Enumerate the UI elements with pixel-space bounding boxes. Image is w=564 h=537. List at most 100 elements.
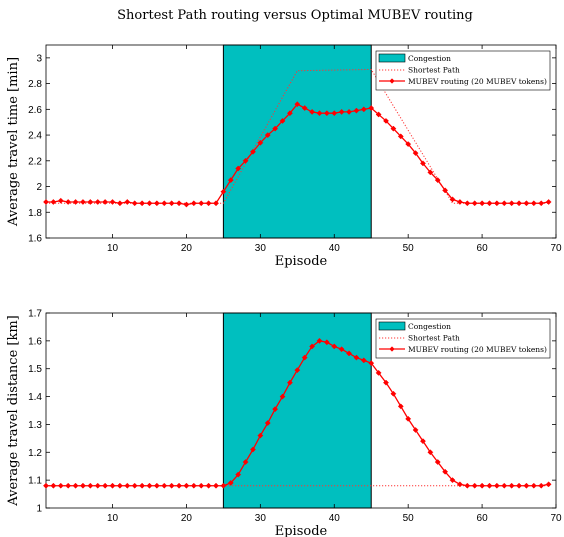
mubev-point <box>456 199 463 205</box>
mubev-point <box>523 200 530 207</box>
mubev-point <box>464 482 471 489</box>
mubev-point <box>397 403 404 410</box>
mubev-point <box>412 427 419 433</box>
mubev-point <box>346 350 352 357</box>
mubev-point <box>235 471 242 478</box>
y-tick-label: 1.1 <box>28 476 42 487</box>
y-tick-label: 1.6 <box>28 234 42 245</box>
legend: Congestion Shortest Path MUBEV routing (20… <box>375 50 551 91</box>
mubev-point <box>360 357 367 364</box>
mubev-point <box>109 199 116 205</box>
x-tick-label: 10 <box>107 243 119 254</box>
x-tick-label: 50 <box>403 513 415 524</box>
mubev-point <box>43 199 49 205</box>
y-tick-label: 1.5 <box>28 364 42 375</box>
mubev-point <box>198 482 205 489</box>
mubev-point <box>146 482 153 489</box>
mubev-point <box>65 199 72 205</box>
x-axis-label: Episode <box>275 254 328 269</box>
mubev-point <box>390 125 397 132</box>
legend-entry-1: Congestion <box>408 54 451 63</box>
mubev-point <box>257 432 264 439</box>
legend-entry-2: Shortest Path <box>408 66 460 75</box>
mubev-point <box>338 108 345 115</box>
axes-box <box>45 312 557 509</box>
mubev-point <box>50 199 57 205</box>
mubev-point <box>501 482 508 489</box>
x-tick-label: 70 <box>550 513 562 524</box>
mubev-point <box>449 196 456 203</box>
mubev-point <box>486 200 493 207</box>
mubev-point <box>427 169 434 176</box>
x-tick-label: 10 <box>107 513 119 524</box>
mubev-point <box>153 482 160 489</box>
mubev-point <box>190 482 197 489</box>
congestion-band <box>222 312 372 509</box>
mubev-point <box>301 354 308 361</box>
mubev-point <box>272 406 279 413</box>
mubev-point <box>486 482 493 489</box>
y-tick-label: 1.8 <box>28 208 42 219</box>
mubev-point <box>383 117 389 124</box>
mubev-point <box>102 482 109 489</box>
legend-mubev-marker <box>389 78 395 84</box>
mubev-point <box>471 482 478 489</box>
mubev-point <box>131 200 138 207</box>
mubev-point <box>323 110 330 117</box>
mubev-point <box>508 482 515 489</box>
mubev-point <box>375 369 382 376</box>
legend-entry-3: MUBEV routing (20 MUBEV tokens) <box>408 345 547 354</box>
mubev-point <box>390 390 397 397</box>
mubev-point <box>286 110 293 117</box>
mubev-point <box>250 446 256 453</box>
mubev-point <box>139 200 146 207</box>
mubev-point <box>368 105 375 112</box>
y-tick-label: 1.4 <box>28 392 42 403</box>
mubev-point <box>264 132 271 139</box>
chart-panel-2: 10 20 30 40 50 60 70 1 1.1 1.2 1.3 1.4 1.5 1.6 1.7 Epis… <box>6 309 562 537</box>
mubev-point <box>176 482 182 489</box>
mubev-point <box>464 200 471 207</box>
mubev-point <box>65 482 72 489</box>
mubev-point <box>530 200 537 207</box>
mubev-point <box>220 482 227 489</box>
legend: Congestion Shortest Path MUBEV routing (20… <box>375 318 551 359</box>
mubev-point <box>87 199 94 205</box>
mubev-point <box>279 393 286 400</box>
mubev-point <box>250 148 256 155</box>
mubev-point <box>479 482 486 489</box>
mubev-point <box>80 199 86 205</box>
x-tick-label: 20 <box>181 243 193 254</box>
mubev-point <box>168 200 175 207</box>
mubev-point <box>116 482 123 489</box>
mubev-point <box>516 482 522 489</box>
legend-entry-2: Shortest Path <box>408 334 460 343</box>
y-axis-label: Average travel distance [km] <box>6 315 21 506</box>
mubev-point <box>442 468 449 475</box>
mubev-point <box>213 200 219 207</box>
mubev-point <box>176 200 182 207</box>
axes-box <box>45 44 557 239</box>
mubev-point <box>72 199 79 205</box>
mubev-point <box>434 177 441 184</box>
legend-congestion-swatch <box>378 321 406 331</box>
legend-box <box>375 50 551 91</box>
legend-congestion-swatch <box>378 53 406 63</box>
y-tick-label: 2.2 <box>28 156 42 167</box>
legend-entry-1: Congestion <box>408 322 451 331</box>
mubev-point <box>471 200 478 207</box>
mubev-point <box>124 482 131 489</box>
mubev-point <box>420 438 426 445</box>
x-tick-label: 30 <box>255 243 267 254</box>
mubev-point <box>309 108 316 115</box>
figure-title: Shortest Path routing versus Optimal MUB… <box>117 8 473 23</box>
y-tick-label: 1.7 <box>28 309 42 320</box>
mubev-point <box>301 105 308 112</box>
mubev-point <box>272 125 279 132</box>
y-tick-label: 2 <box>36 182 42 193</box>
mubev-point <box>286 379 293 386</box>
mubev-point <box>205 200 212 207</box>
mubev-point <box>227 479 234 486</box>
y-axis-label: Average travel time [min] <box>6 57 21 227</box>
